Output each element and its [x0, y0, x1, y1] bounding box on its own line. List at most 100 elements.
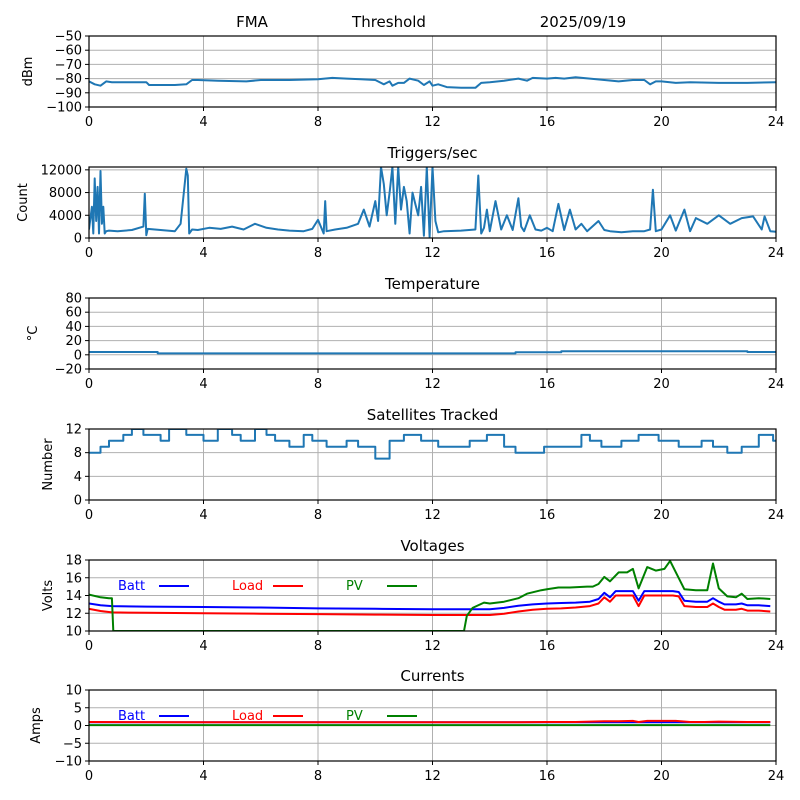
- x-tick-label: 20: [653, 639, 670, 654]
- y-tick-label: 4000: [49, 209, 82, 224]
- x-tick-label: 0: [85, 769, 93, 784]
- x-tick-label: 12: [424, 769, 441, 784]
- x-tick-label: 20: [653, 115, 670, 130]
- y-tick-label: 20: [65, 334, 82, 349]
- y-tick-label: 8: [74, 446, 82, 461]
- x-tick-label: 4: [199, 508, 207, 523]
- x-tick-label: 4: [199, 246, 207, 261]
- x-tick-label: 0: [85, 115, 93, 130]
- y-tick-label: 8000: [49, 186, 82, 201]
- y-tick-label: −10: [55, 755, 82, 770]
- x-tick-label: 8: [314, 639, 322, 654]
- y-tick-label: 0: [74, 232, 82, 247]
- x-tick-label: 20: [653, 769, 670, 784]
- legend-label-batt: Batt: [118, 579, 145, 594]
- x-tick-label: 24: [768, 769, 785, 784]
- x-tick-label: 12: [424, 246, 441, 261]
- y-tick-label: 5: [74, 701, 82, 716]
- y-tick-label: 4: [74, 470, 82, 485]
- y-tick-label: −5: [63, 737, 82, 752]
- y-tick-label: −90: [55, 86, 82, 101]
- x-tick-label: 20: [653, 508, 670, 523]
- y-axis-label: dBm: [21, 57, 36, 87]
- y-tick-label: 12: [65, 423, 82, 438]
- x-tick-label: 8: [314, 377, 322, 392]
- y-tick-label: −80: [55, 72, 82, 87]
- x-tick-label: 4: [199, 769, 207, 784]
- y-tick-label: 10: [65, 684, 82, 699]
- panel-title: Currents: [400, 667, 464, 685]
- x-tick-label: 4: [199, 377, 207, 392]
- y-tick-label: 40: [65, 320, 82, 335]
- x-tick-label: 24: [768, 115, 785, 130]
- y-tick-label: −20: [55, 363, 82, 378]
- x-tick-label: 4: [199, 639, 207, 654]
- x-tick-label: 16: [539, 377, 556, 392]
- panel-title: Temperature: [384, 275, 480, 293]
- y-tick-label: 0: [74, 494, 82, 509]
- y-tick-label: 18: [65, 554, 82, 569]
- y-tick-label: 60: [65, 306, 82, 321]
- x-tick-label: 12: [424, 115, 441, 130]
- x-tick-label: 16: [539, 246, 556, 261]
- legend-label-pv: PV: [346, 709, 363, 724]
- x-tick-label: 16: [539, 508, 556, 523]
- y-axis-label: °C: [26, 326, 41, 342]
- series-line-batt: [89, 590, 771, 611]
- header-station: FMA: [236, 13, 269, 31]
- legend-label-load: Load: [232, 579, 263, 594]
- panel-voltages: 0 4 8 12 16 20 24 10 12 14 16 18 Voltages Volts Batt Lo…: [41, 537, 784, 654]
- x-tick-label: 0: [85, 508, 93, 523]
- x-tick-label: 24: [768, 508, 785, 523]
- x-tick-label: 8: [314, 769, 322, 784]
- x-tick-label: 12: [424, 377, 441, 392]
- panel-title: Voltages: [400, 537, 464, 555]
- y-axis-label: Volts: [41, 580, 56, 612]
- x-tick-label: 24: [768, 639, 785, 654]
- y-tick-label: −60: [55, 44, 82, 59]
- x-tick-label: 24: [768, 377, 785, 392]
- panel-satellites: 0 4 8 12 16 20 24 0 4 8 12 Satellites Tracked Number: [41, 406, 784, 523]
- series-line-triggers: [89, 167, 776, 238]
- y-tick-label: −100: [46, 101, 82, 116]
- y-tick-label: 0: [74, 348, 82, 363]
- series-line-temperature: [89, 350, 776, 355]
- y-tick-label: −70: [55, 58, 82, 73]
- x-tick-label: 0: [85, 246, 93, 261]
- x-tick-label: 16: [539, 115, 556, 130]
- legend-label-batt: Batt: [118, 709, 145, 724]
- legend-label-load: Load: [232, 709, 263, 724]
- y-tick-label: 0: [74, 719, 82, 734]
- y-axis-label: Number: [41, 438, 56, 491]
- y-axis-label: Amps: [29, 707, 44, 744]
- x-tick-label: 12: [424, 639, 441, 654]
- panel-title: Satellites Tracked: [367, 406, 498, 424]
- series-line-satellites: [89, 429, 776, 460]
- x-tick-label: 0: [85, 377, 93, 392]
- legend-label-pv: PV: [346, 579, 363, 594]
- x-tick-label: 8: [314, 115, 322, 130]
- y-axis-label: Count: [16, 183, 31, 222]
- panel-title: Triggers/sec: [387, 144, 478, 162]
- y-tick-label: 16: [65, 571, 82, 586]
- x-tick-label: 16: [539, 769, 556, 784]
- x-tick-label: 4: [199, 115, 207, 130]
- y-tick-label: 10: [65, 625, 82, 640]
- header-date: 2025/09/19: [540, 13, 626, 31]
- panel-currents: 0 4 8 12 16 20 24 −10 −5 0 5 10 Currents Amps Batt Load…: [29, 667, 784, 784]
- series-line-signal: [89, 76, 776, 89]
- x-tick-label: 8: [314, 508, 322, 523]
- panel-triggers: 0 4 8 12 16 20 24 0 4000 8000 12000 Triggers/sec Cou…: [16, 144, 784, 261]
- x-tick-label: 16: [539, 639, 556, 654]
- series-line-load: [89, 594, 771, 616]
- y-tick-label: 80: [65, 292, 82, 307]
- y-tick-label: 14: [65, 589, 82, 604]
- x-tick-label: 20: [653, 377, 670, 392]
- y-tick-label: 12: [65, 607, 82, 622]
- x-tick-label: 20: [653, 246, 670, 261]
- y-tick-label: 12000: [41, 163, 82, 178]
- series-line-pv: [89, 560, 771, 631]
- panel-signal: 0 4 8 12 16 20 24 −100−90−80−70−60−50 dBm: [21, 30, 784, 131]
- x-tick-label: 8: [314, 246, 322, 261]
